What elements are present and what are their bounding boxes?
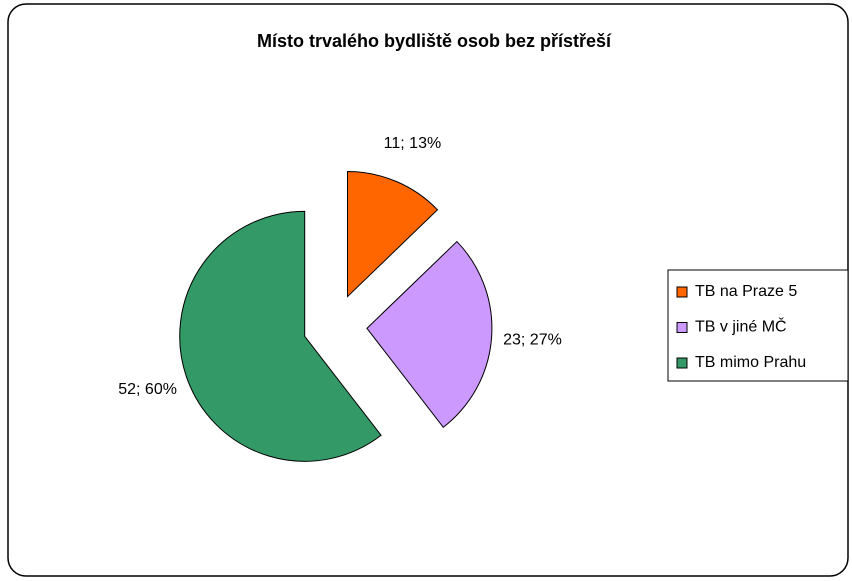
- legend-label: TB v jiné MČ: [695, 317, 787, 336]
- data-label: 52; 60%: [118, 381, 177, 398]
- pie-slice: [347, 171, 439, 298]
- legend-box: [667, 269, 849, 382]
- chart-title: Místo trvalého bydliště osob bez přístře…: [257, 31, 612, 51]
- data-label: 11; 13%: [384, 135, 442, 152]
- legend-swatch: [676, 286, 688, 298]
- legend-label: TB mimo Prahu: [695, 354, 806, 371]
- legend-swatch: [676, 322, 688, 333]
- data-label: 23; 27%: [503, 332, 562, 349]
- pie-slice: [179, 210, 382, 462]
- pie-slice: [366, 240, 493, 428]
- legend-label: TB na Praze 5: [695, 283, 797, 300]
- legend-swatch: [676, 357, 688, 369]
